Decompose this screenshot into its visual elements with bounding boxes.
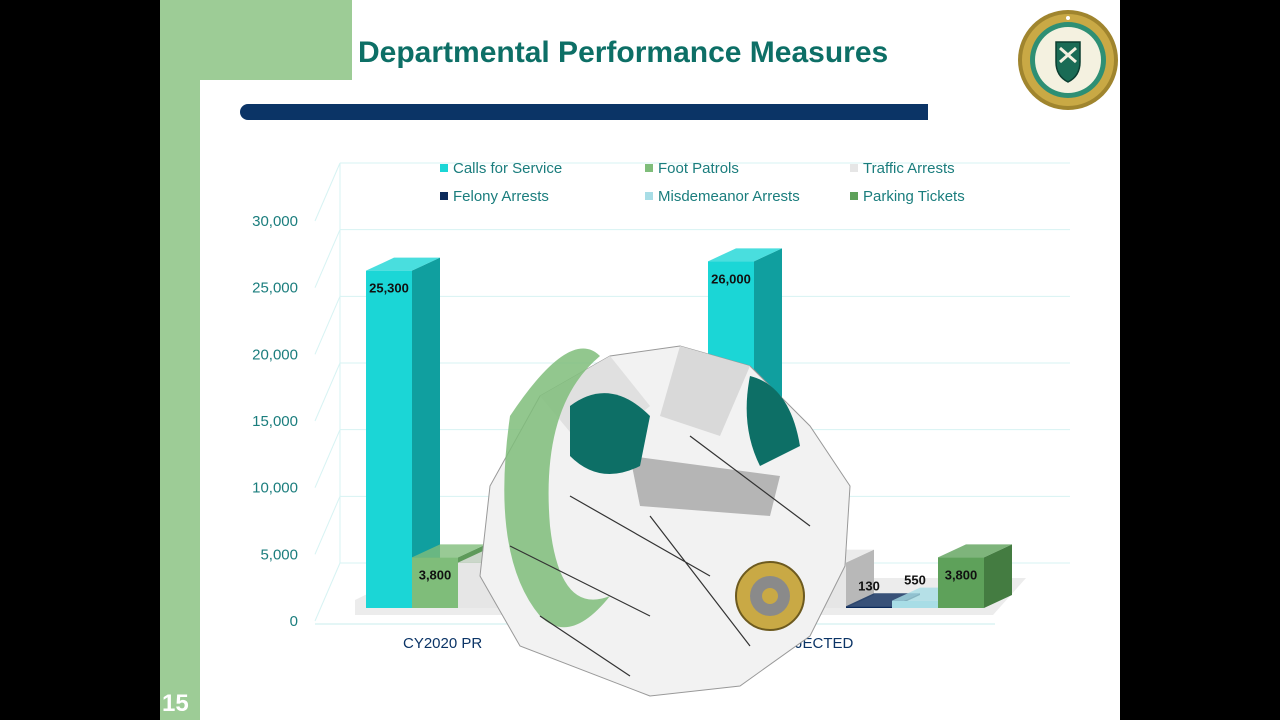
data-label: 3,800 — [419, 567, 452, 582]
chart-gridlines — [314, 162, 1070, 622]
y-tick-label: 25,000 — [252, 280, 298, 297]
data-label: 3,800 — [945, 567, 978, 582]
crumpled-paper-overlay — [479, 345, 851, 697]
y-tick-label: 10,000 — [252, 480, 298, 497]
data-label: 130 — [858, 578, 880, 593]
x-tick-label: CY2020 PR — [403, 635, 482, 652]
slide: Departmental Performance Measures 30,000… — [160, 0, 1120, 720]
grid-diagonal — [314, 229, 341, 288]
legend-label: Foot Patrols — [658, 160, 739, 177]
bar-top — [708, 248, 782, 262]
page-title: Departmental Performance Measures — [358, 36, 889, 69]
bar-front — [846, 606, 892, 608]
y-tick-label: 5,000 — [260, 546, 298, 563]
bar-top — [366, 257, 440, 271]
data-label: 25,300 — [369, 281, 409, 296]
title-underline-bar — [240, 104, 928, 120]
grid-diagonal — [314, 362, 341, 422]
legend-label: Misdemeanor Arrests — [658, 188, 800, 205]
top-left-band — [160, 0, 352, 80]
bar-front — [892, 600, 938, 608]
y-tick-label: 15,000 — [252, 413, 298, 430]
legend-swatch — [850, 164, 858, 172]
legend-label: Felony Arrests — [453, 188, 549, 205]
data-label: 550 — [904, 573, 926, 588]
legend-swatch — [645, 192, 653, 200]
legend-swatch — [645, 164, 653, 172]
bar-side — [412, 257, 440, 608]
page-number: 15 — [162, 690, 189, 717]
y-axis-labels: 30,000 25,000 20,000 15,000 10,000 5,000 0 — [252, 213, 298, 630]
legend-swatch — [440, 192, 448, 200]
bar-front — [938, 557, 984, 608]
y-tick-label: 30,000 — [252, 213, 298, 230]
legend-label: Parking Tickets — [863, 188, 965, 205]
legend-swatch — [440, 164, 448, 172]
side-band — [160, 0, 200, 720]
bar-top — [938, 544, 1012, 558]
bar — [366, 257, 440, 608]
city-seal-icon — [1018, 10, 1118, 110]
y-tick-label: 0 — [290, 613, 298, 630]
y-tick-label: 20,000 — [252, 346, 298, 363]
grid-diagonal — [314, 496, 341, 555]
bar-front — [412, 557, 458, 608]
bar — [938, 544, 1012, 608]
bar-side — [846, 549, 874, 608]
bar-front — [366, 270, 412, 608]
chart-legend: Calls for Service Foot Patrols Traffic Arr… — [440, 160, 965, 205]
bar-top — [412, 544, 486, 558]
legend-label: Traffic Arrests — [863, 160, 955, 177]
legend-swatch — [850, 192, 858, 200]
legend-label: Calls for Service — [453, 160, 562, 177]
grid-diagonal — [314, 296, 341, 355]
grid-diagonal — [314, 562, 341, 622]
data-label: 26,000 — [711, 271, 751, 286]
bar-side — [984, 544, 1012, 608]
grid-diagonal — [314, 162, 341, 222]
grid-diagonal — [314, 429, 341, 488]
